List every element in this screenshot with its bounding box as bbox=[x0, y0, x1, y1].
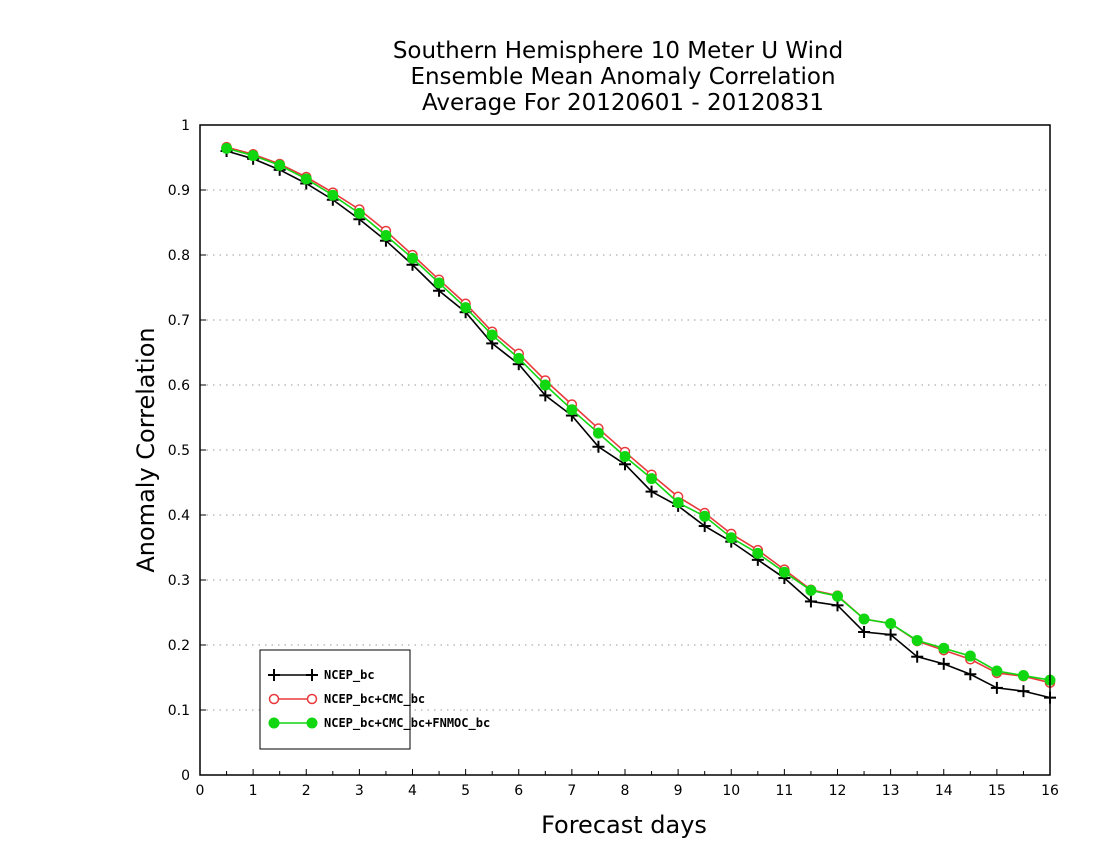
legend-item-2: NCEP_bc+CMC_bc+FNMOC_bc bbox=[268, 716, 490, 731]
series-2-point-1 bbox=[247, 150, 259, 162]
series-2-point-15 bbox=[619, 451, 631, 462]
series-2-point-8 bbox=[433, 277, 445, 289]
x-tick-label-1: 1 bbox=[249, 783, 258, 799]
x-tick-label-13: 13 bbox=[882, 783, 900, 799]
x-tick-label-3: 3 bbox=[355, 783, 364, 799]
legend-marker-start-0 bbox=[268, 669, 280, 681]
x-tick-label-14: 14 bbox=[935, 783, 953, 799]
legend-marker-end-0 bbox=[306, 669, 318, 681]
x-tick-label-8: 8 bbox=[621, 783, 630, 799]
legend-marker-end-2 bbox=[306, 717, 318, 729]
series-0-point-30 bbox=[1017, 685, 1030, 698]
series-2-point-27 bbox=[938, 642, 950, 654]
x-tick-label-15: 15 bbox=[988, 783, 1006, 799]
series-2-point-21 bbox=[778, 566, 790, 578]
title-line-3: Average For 20120601 - 20120831 bbox=[422, 90, 824, 116]
x-tick-label-4: 4 bbox=[408, 783, 417, 799]
axis-ticks: 0 1 2 3 4 5 6 7 8 9 10 11 12 13 14 15 1600.10.20.30.40.5… bbox=[168, 118, 1059, 799]
legend-marker-end-1 bbox=[306, 693, 318, 705]
series-0-point-16 bbox=[645, 485, 658, 498]
series-2-point-9 bbox=[460, 302, 472, 314]
series-2-point-3 bbox=[300, 173, 312, 185]
y-tick-label-9: 0.9 bbox=[168, 183, 190, 199]
series-2-point-30 bbox=[1017, 670, 1029, 682]
series-2-point-7 bbox=[407, 252, 418, 264]
y-tick-label-3: 0.3 bbox=[168, 573, 190, 589]
y-tick-label-10: 1 bbox=[181, 118, 190, 134]
series-2-point-6 bbox=[380, 230, 392, 241]
series-2-point-2 bbox=[274, 159, 286, 171]
x-tick-label-16: 16 bbox=[1041, 783, 1059, 799]
x-tick-label-0: 0 bbox=[196, 783, 205, 799]
series-2-point-24 bbox=[858, 613, 870, 625]
x-tick-label-12: 12 bbox=[829, 783, 847, 799]
legend: NCEP_bc NCEP_bc+CMC_bc NCEP_bc+CMC_bc+FNMO… bbox=[259, 649, 490, 750]
series-2-point-10 bbox=[486, 329, 498, 341]
series-0-point-24 bbox=[858, 626, 871, 638]
x-tick-label-7: 7 bbox=[567, 783, 576, 799]
chart-title: Southern Hemisphere 10 Meter U Wind Ense… bbox=[393, 38, 843, 116]
y-tick-label-2: 0.2 bbox=[168, 638, 190, 654]
title-line-2: Ensemble Mean Anomaly Correlation bbox=[410, 64, 835, 90]
x-tick-label-6: 6 bbox=[514, 783, 523, 799]
series-2-point-25 bbox=[885, 618, 897, 630]
series-0-point-25 bbox=[884, 628, 897, 641]
y-tick-label-7: 0.7 bbox=[168, 313, 190, 329]
series-0-point-29 bbox=[990, 681, 1003, 694]
series-0-point-26 bbox=[911, 650, 924, 663]
series-line-0 bbox=[226, 150, 1051, 699]
series-2-point-0 bbox=[221, 142, 233, 154]
legend-marker-start-2 bbox=[268, 717, 280, 729]
series-0 bbox=[220, 145, 1056, 704]
x-tick-label-2: 2 bbox=[302, 783, 311, 799]
legend-label-1: NCEP_bc+CMC_bc bbox=[324, 692, 425, 707]
series-2-point-14 bbox=[592, 427, 604, 439]
x-tick-label-5: 5 bbox=[461, 783, 470, 799]
series-2-point-12 bbox=[539, 379, 551, 391]
series-2-point-16 bbox=[646, 473, 658, 485]
series-0-point-18 bbox=[698, 520, 711, 533]
series-0-point-27 bbox=[937, 657, 950, 670]
series-2-point-29 bbox=[991, 665, 1003, 677]
series-2-point-19 bbox=[725, 532, 737, 544]
series-2-point-20 bbox=[752, 547, 764, 559]
x-tick-label-10: 10 bbox=[722, 783, 740, 799]
legend-item-0: NCEP_bc bbox=[268, 668, 375, 683]
y-tick-label-1: 0.1 bbox=[168, 703, 190, 719]
y-tick-label-0: 0 bbox=[181, 768, 190, 784]
x-tick-label-9: 9 bbox=[674, 783, 683, 799]
series-line-1 bbox=[226, 146, 1051, 684]
series-layer bbox=[220, 141, 1056, 704]
series-2-point-22 bbox=[805, 584, 817, 596]
legend-marker-start-1 bbox=[268, 693, 280, 705]
y-tick-label-6: 0.6 bbox=[168, 378, 190, 394]
series-line-2 bbox=[226, 147, 1051, 681]
series-2-point-26 bbox=[911, 634, 923, 646]
series-0-point-22 bbox=[804, 595, 817, 608]
y-axis-title: Anomaly Correlation bbox=[132, 327, 160, 572]
series-2-point-18 bbox=[699, 510, 711, 522]
legend-label-0: NCEP_bc bbox=[324, 668, 375, 683]
title-line-1: Southern Hemisphere 10 Meter U Wind bbox=[393, 38, 843, 64]
series-2-point-11 bbox=[513, 352, 525, 364]
series-2-point-28 bbox=[964, 650, 976, 662]
y-tick-label-5: 0.5 bbox=[168, 443, 190, 459]
series-0-point-12 bbox=[539, 389, 552, 402]
x-tick-label-11: 11 bbox=[775, 783, 793, 799]
y-tick-label-4: 0.4 bbox=[168, 508, 190, 524]
series-2-point-4 bbox=[327, 189, 339, 201]
series-2-point-13 bbox=[566, 404, 578, 416]
y-tick-label-8: 0.8 bbox=[168, 248, 190, 264]
series-2-point-23 bbox=[832, 590, 843, 602]
series-2-point-17 bbox=[672, 497, 684, 509]
series-2-point-5 bbox=[353, 207, 365, 219]
series-0-point-14 bbox=[592, 440, 605, 453]
x-axis-title: Forecast days bbox=[541, 811, 707, 839]
legend-label-2: NCEP_bc+CMC_bc+FNMOC_bc bbox=[324, 716, 490, 731]
series-1 bbox=[221, 141, 1056, 688]
series-0-point-28 bbox=[964, 668, 977, 681]
legend-item-1: NCEP_bc+CMC_bc bbox=[268, 692, 425, 707]
series-2 bbox=[221, 142, 1056, 686]
